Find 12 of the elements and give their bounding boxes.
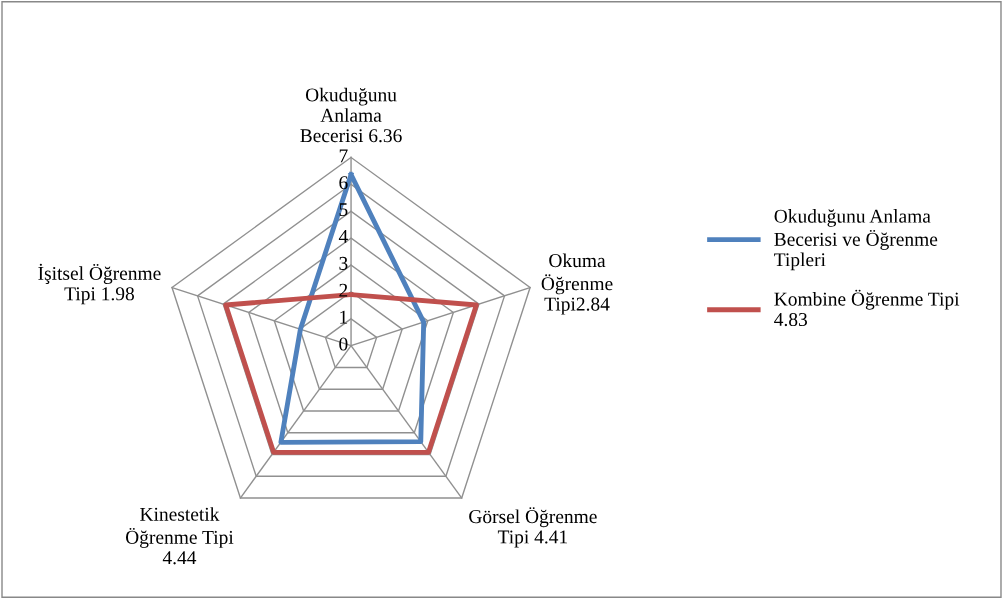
spoke-label: Görsel Öğrenme Tipi 4.41 (469, 507, 597, 548)
y-tick-label: 1 (340, 310, 348, 324)
y-tick-label: 4 (338, 230, 348, 243)
y-tick-label: 3 (339, 256, 348, 270)
y-tick-label: 7 (339, 149, 348, 163)
legend-label: Kombine Öğrenme Tipi 4.83 (774, 289, 960, 327)
spoke-label: Okuduğunu Anlama Becerisi 6.36 (300, 87, 402, 143)
spoke-label: İşitsel Öğrenme Tipi 1.98 (38, 263, 161, 305)
spoke-label: Kinestetik Öğrenme Tipi 4.44 (125, 507, 234, 565)
legend-label: Okuduğunu Anlama Becerisi ve Öğrenme Tipleri (774, 209, 938, 271)
y-tick-label: 0 (339, 337, 348, 351)
spoke-label: Okuma Öğrenme Tipi2.84 (541, 253, 613, 315)
